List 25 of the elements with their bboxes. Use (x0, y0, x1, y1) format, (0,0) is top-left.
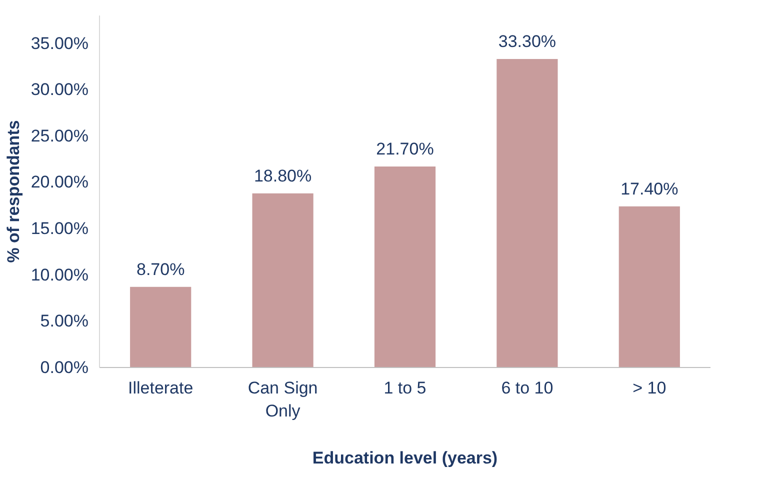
y-tick-label: 15.00% (30, 219, 89, 238)
bar (130, 286, 192, 368)
bar (374, 166, 436, 368)
bar (252, 193, 314, 368)
x-axis-title: Education level (years) (312, 448, 498, 468)
data-label: 17.40% (620, 179, 678, 198)
y-axis-title: % of respondants (4, 120, 23, 263)
y-tick-label: 30.00% (30, 80, 89, 100)
data-label: 18.80% (254, 166, 312, 186)
x-tick-label: 6 to 10 (501, 378, 554, 398)
y-tick-label: 25.00% (30, 126, 89, 146)
y-tick-label: 35.00% (30, 34, 89, 53)
data-label: 8.70% (136, 260, 185, 279)
y-tick-label: 20.00% (30, 172, 89, 192)
y-tick-label: 0.00% (40, 358, 88, 377)
bar (496, 59, 558, 368)
x-tick-label: Can Sign Only (248, 378, 318, 420)
x-tick-label: Illeterate (128, 378, 194, 398)
data-label: 33.30% (498, 32, 556, 52)
x-tick-label: 1 to 5 (384, 378, 426, 398)
data-label: 21.70% (376, 139, 434, 158)
y-tick-label: 5.00% (40, 312, 88, 331)
bar (618, 206, 680, 368)
x-tick-label: > 10 (632, 378, 666, 398)
y-tick-label: 10.00% (30, 265, 89, 284)
